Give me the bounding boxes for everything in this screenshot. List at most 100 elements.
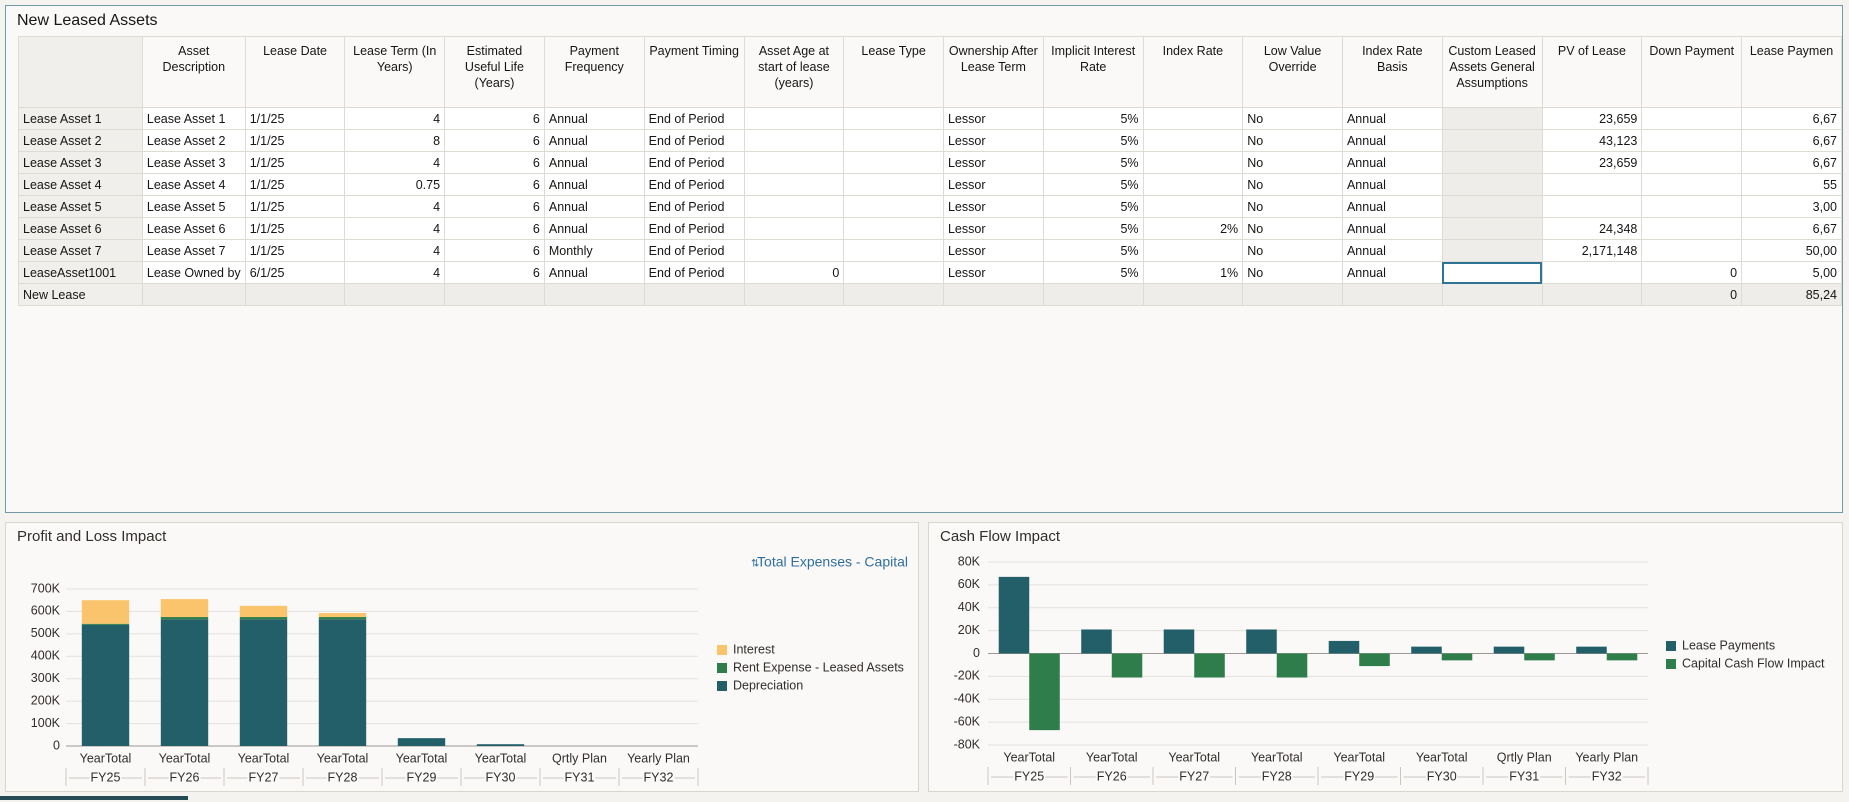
cell: 55 <box>1741 173 1842 196</box>
cell: 4 <box>344 151 446 174</box>
cell <box>843 173 944 196</box>
bar <box>998 576 1030 654</box>
cell: 4 <box>344 217 446 240</box>
cell <box>1042 283 1144 306</box>
y-tick-label: 300K <box>31 671 61 685</box>
cell: 6 <box>444 173 545 196</box>
bar <box>1606 653 1638 661</box>
cell: Annual <box>543 107 645 130</box>
cell <box>843 217 944 240</box>
cell <box>1441 283 1543 306</box>
bar <box>1163 629 1195 654</box>
row-header: Lease Asset 3 <box>18 151 143 174</box>
cell: Annual <box>1341 129 1443 152</box>
bar-segment <box>318 619 367 746</box>
y-tick-label: 0 <box>53 738 60 752</box>
cell: Annual <box>1341 261 1443 284</box>
legend-label: Rent Expense - Leased Assets <box>733 660 904 674</box>
x-tick-label: YearTotal <box>159 751 211 765</box>
y-tick-label: -80K <box>954 737 981 751</box>
cell: 4 <box>344 261 446 284</box>
link[interactable]: Total Expenses - Capital <box>757 554 908 570</box>
x-tick-label: YearTotal <box>1168 750 1220 764</box>
cell <box>643 283 745 306</box>
legend-label: Depreciation <box>733 678 803 692</box>
cell: 5% <box>1042 239 1144 262</box>
cell: Lessor <box>942 195 1044 218</box>
cell: Lease Asset 5 <box>141 195 246 218</box>
cell: No <box>1242 107 1343 130</box>
cell <box>1541 261 1643 284</box>
bottom-bar <box>0 796 188 800</box>
cell: Annual <box>543 217 645 240</box>
cell <box>743 173 845 196</box>
link-icon: ⇅ <box>751 559 759 570</box>
cell <box>743 107 845 130</box>
row-header: Lease Asset 4 <box>18 173 143 196</box>
x-tick-label: YearTotal <box>396 751 448 765</box>
cell: Lease Asset 7 <box>141 239 246 262</box>
panel-title: New Leased Assets <box>17 12 158 29</box>
cell: 4 <box>344 107 446 130</box>
bar-segment <box>239 617 288 620</box>
cell <box>543 283 645 306</box>
bar <box>1411 646 1442 654</box>
bar <box>1276 653 1308 678</box>
cell <box>1441 195 1543 218</box>
bar-segment <box>81 624 130 746</box>
cell: 6,67 <box>1741 129 1842 152</box>
bar <box>1328 640 1360 654</box>
cell: 0 <box>743 261 845 284</box>
cell: End of Period <box>643 107 745 130</box>
legend-swatch <box>717 645 727 655</box>
column-header: Ownership After Lease Term <box>942 36 1044 108</box>
y-tick-label: 400K <box>31 649 61 663</box>
legend-label: Interest <box>733 642 775 656</box>
cell: 23,659 <box>1541 107 1643 130</box>
y-tick-label: 700K <box>31 581 61 595</box>
cell: 1/1/25 <box>244 195 346 218</box>
cell: End of Period <box>643 261 745 284</box>
x-group-label: FY28 <box>328 770 358 784</box>
cell: 1/1/25 <box>244 217 346 240</box>
column-header: Implicit Interest Rate <box>1042 36 1144 108</box>
x-group-label: FY32 <box>644 770 674 784</box>
row-header: Lease Asset 7 <box>18 239 143 262</box>
bar-segment <box>160 599 209 618</box>
cell: Lease Asset 2 <box>141 129 246 152</box>
cell: 1/1/25 <box>244 129 346 152</box>
bar-segment <box>81 600 130 624</box>
x-tick-label: Qrtly Plan <box>552 751 607 765</box>
cell: 6/1/25 <box>244 261 346 284</box>
cell: 5% <box>1042 217 1144 240</box>
cell <box>743 239 845 262</box>
bar <box>1111 653 1143 678</box>
x-group-label: FY25 <box>91 770 121 784</box>
legend-label: Capital Cash Flow Impact <box>1682 656 1825 670</box>
x-tick-label: YearTotal <box>1086 750 1138 764</box>
cell: No <box>1242 195 1343 218</box>
column-header: Asset Description <box>141 36 246 108</box>
cell: Annual <box>543 151 645 174</box>
cell <box>1142 151 1244 174</box>
cell <box>1541 173 1643 196</box>
x-group-label: FY27 <box>1179 769 1209 783</box>
x-group-label: FY30 <box>486 770 516 784</box>
bar <box>1194 653 1225 678</box>
cell: Lessor <box>942 173 1044 196</box>
cell: End of Period <box>643 195 745 218</box>
cell: 3,00 <box>1741 195 1842 218</box>
cell: Annual <box>543 129 645 152</box>
x-tick-label: Yearly Plan <box>627 751 690 765</box>
bar <box>1493 646 1525 654</box>
cell: 6,67 <box>1741 107 1842 130</box>
column-header: Index Rate <box>1142 36 1244 108</box>
cell: 4 <box>344 195 446 218</box>
cell: 5% <box>1042 261 1144 284</box>
cell: 6 <box>444 107 545 130</box>
cell: Lease Asset 3 <box>141 151 246 174</box>
cell: 24,348 <box>1541 217 1643 240</box>
x-group-label: FY29 <box>407 770 437 784</box>
bar <box>1441 653 1473 661</box>
bar <box>1081 629 1112 654</box>
